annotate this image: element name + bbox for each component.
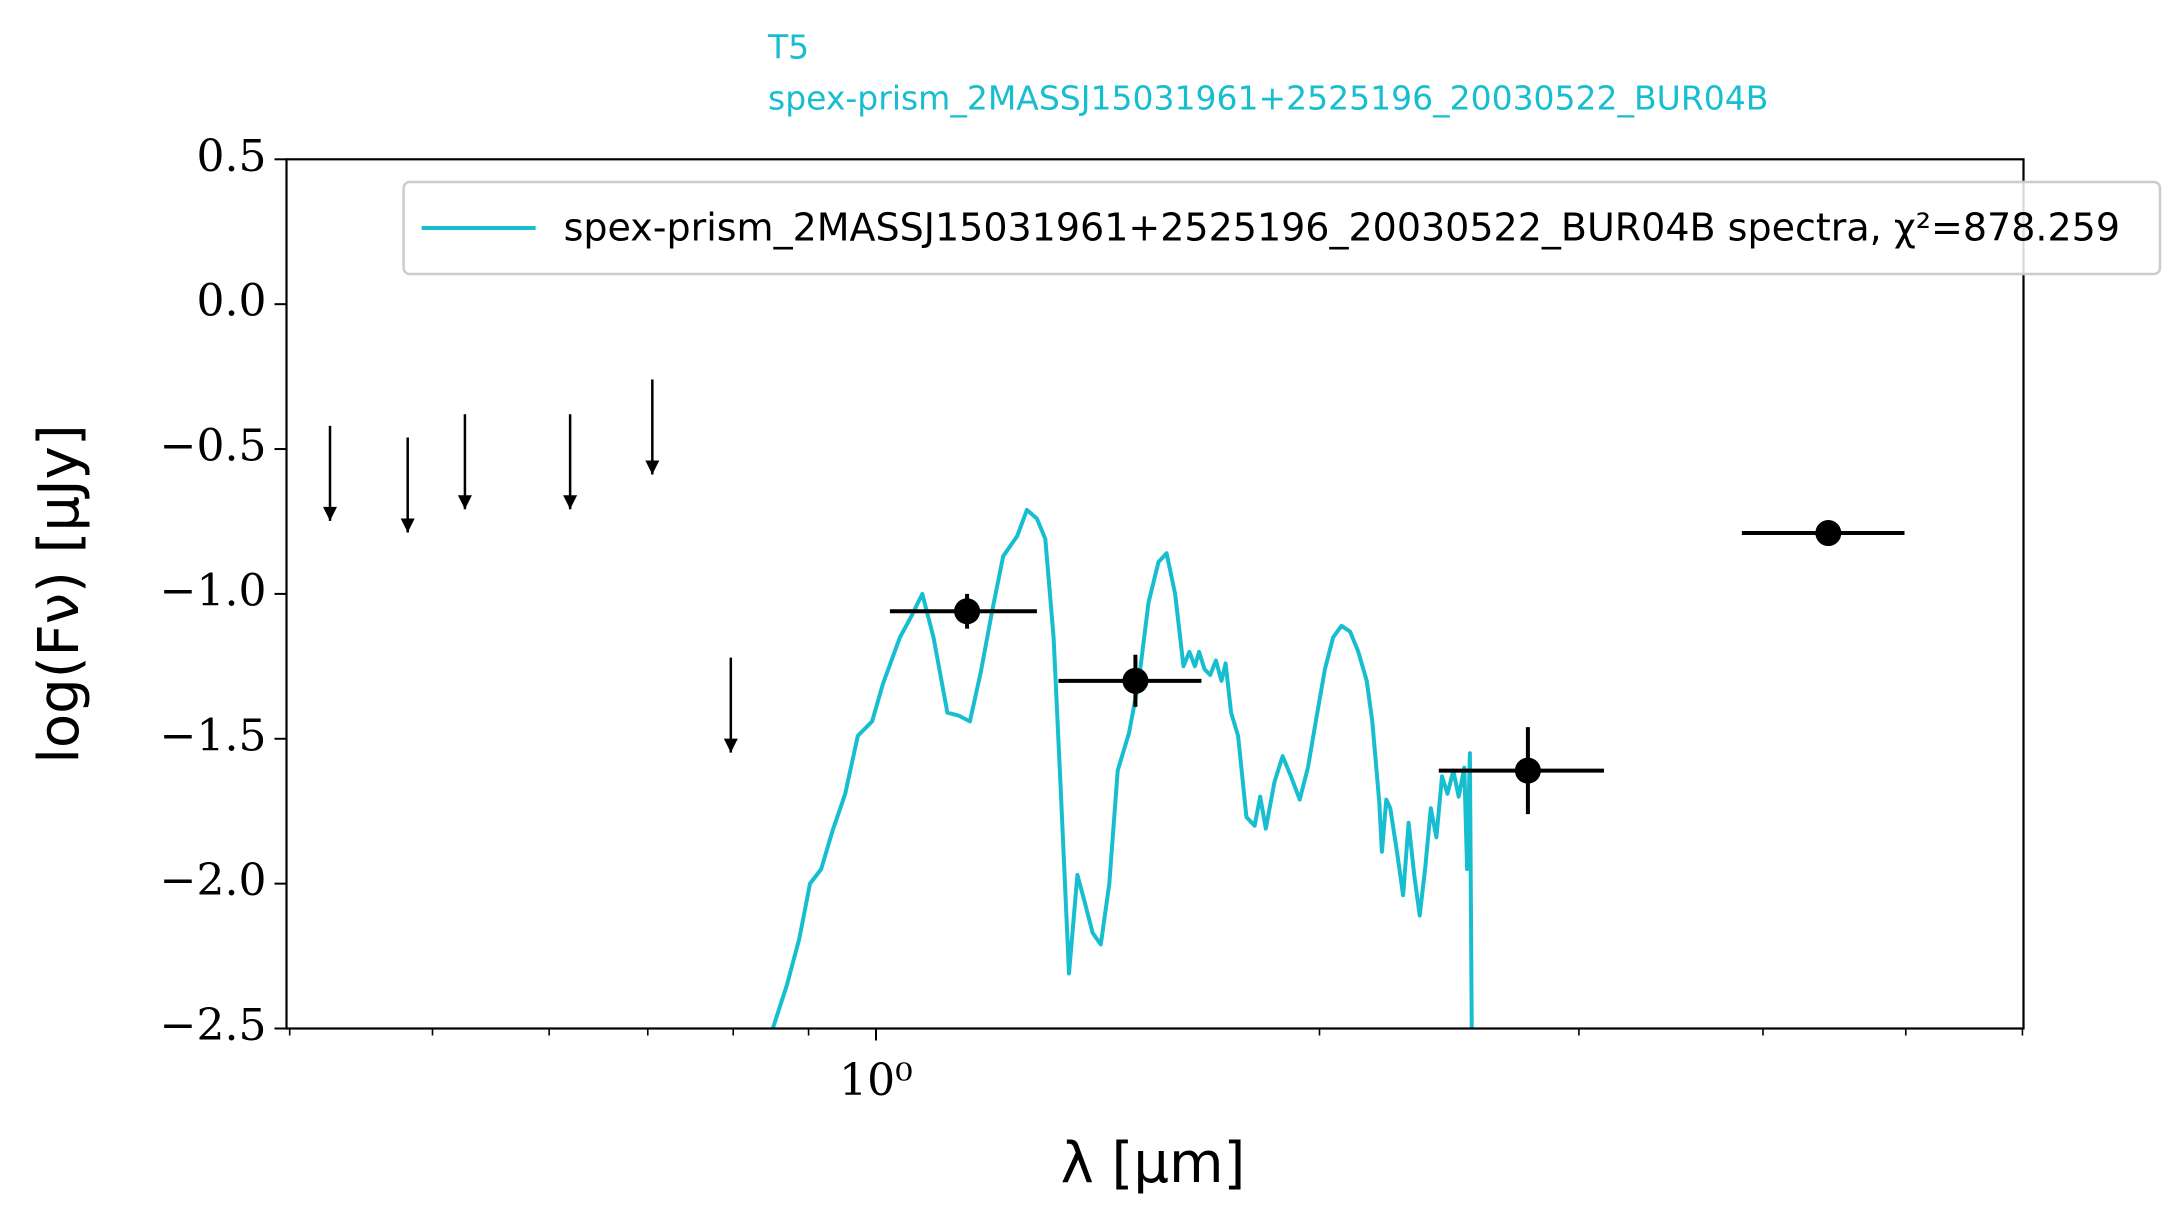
upper-limit-head	[563, 495, 578, 510]
upper-limit-head	[645, 460, 660, 475]
y-tick-label: −2.0	[160, 855, 267, 906]
x-axis-label: λ [μm]	[1061, 1131, 1246, 1196]
legend-label: spex-prism_2MASSJ15031961+2525196_200305…	[564, 206, 2120, 250]
plot-frame	[285, 158, 2025, 1030]
legend-box	[402, 180, 2162, 276]
chart-subtitle: spex-prism_2MASSJ15031961+2525196_200305…	[768, 79, 1768, 118]
y-tick-label: 0.0	[197, 276, 267, 327]
data-point	[1514, 757, 1541, 784]
data-point	[1815, 520, 1842, 547]
x-tick-label: 10⁰	[839, 1055, 913, 1106]
legend: spex-prism_2MASSJ15031961+2525196_200305…	[402, 180, 2162, 276]
y-tick-label: −1.0	[160, 565, 267, 616]
y-tick-label: −2.5	[160, 1000, 267, 1051]
y-axis-label: log(Fν) [μJy]	[27, 424, 92, 763]
y-tick-label: −1.5	[160, 710, 267, 761]
upper-limit-head	[323, 506, 338, 521]
chart-title: T5	[767, 28, 809, 67]
data-point	[1122, 667, 1149, 694]
spectrum-line	[770, 507, 1474, 1029]
upper-limit-head	[457, 495, 472, 510]
data-point	[954, 598, 981, 625]
y-tick-label: −0.5	[160, 421, 267, 472]
y-tick-label: 0.5	[197, 131, 267, 182]
plot-area	[770, 507, 1474, 1029]
upper-limit-head	[723, 738, 738, 753]
upper-limit-head	[400, 518, 415, 533]
